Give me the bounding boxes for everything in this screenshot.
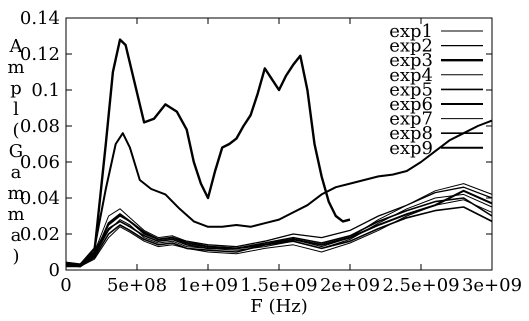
ticks: 0 5e+08 1e+09 1.5e+09 2e+09 2.5e+09 3e+09 0 0.02…	[20, 8, 522, 296]
y-tick-label: 0.04	[20, 188, 60, 209]
y-axis-label-char: (	[12, 120, 19, 141]
series-line-exp6	[65, 119, 493, 266]
y-tick-label: 0.02	[20, 224, 60, 245]
legend-label-exp6: exp6	[389, 94, 433, 115]
plot-lines	[65, 38, 493, 268]
y-axis-label-char: m	[7, 204, 24, 225]
series-line-exp3	[65, 38, 351, 266]
series-line-exp9	[65, 189, 493, 268]
legend-label-exp4: exp4	[389, 65, 433, 86]
y-axis-label-char: m	[7, 183, 24, 204]
y-axis-label-char: p	[10, 78, 22, 99]
series-line-exp8	[66, 206, 493, 268]
legend-label-exp5: exp5	[389, 79, 433, 100]
y-tick-label: 0.14	[20, 8, 60, 29]
y-axis-label-char: a	[11, 225, 22, 246]
legend-label-exp7: exp7	[389, 109, 433, 130]
y-axis-label-char: A	[9, 36, 24, 57]
y-tick-label: 0.08	[20, 116, 60, 137]
x-tick-label: 2.5e+09	[382, 275, 459, 296]
x-tick-label: 3e+09	[462, 275, 522, 296]
y-axis-label-char: G	[9, 141, 23, 162]
x-tick-label: 1e+09	[178, 275, 238, 296]
series-line-exp5	[66, 197, 493, 266]
x-tick-label: 1.5e+09	[240, 275, 317, 296]
y-tick-label: 0.06	[20, 152, 60, 173]
x-tick-label: 5e+08	[107, 275, 167, 296]
y-tick-label: 0.12	[20, 44, 60, 65]
series-line-exp4	[66, 199, 493, 267]
legend-label-exp8: exp8	[389, 123, 433, 144]
y-axis-label-char: a	[11, 162, 22, 183]
y-axis-label-char: l	[13, 99, 19, 120]
y-axis-label-char: m	[7, 57, 24, 78]
y-axis-label-char: )	[12, 246, 19, 267]
x-axis-label: F (Hz)	[250, 296, 307, 317]
legend-label-exp3: exp3	[389, 50, 433, 71]
series-line-exp2	[65, 186, 493, 266]
y-tick-label: 0.1	[31, 80, 60, 101]
x-tick-label: 2e+09	[320, 275, 380, 296]
legend-label-exp1: exp1	[389, 21, 433, 42]
x-tick-label: 0	[60, 275, 71, 296]
y-tick-label: 0	[49, 260, 60, 281]
legend-label-exp2: exp2	[389, 36, 433, 57]
legend-label-exp9: exp9	[389, 138, 433, 159]
